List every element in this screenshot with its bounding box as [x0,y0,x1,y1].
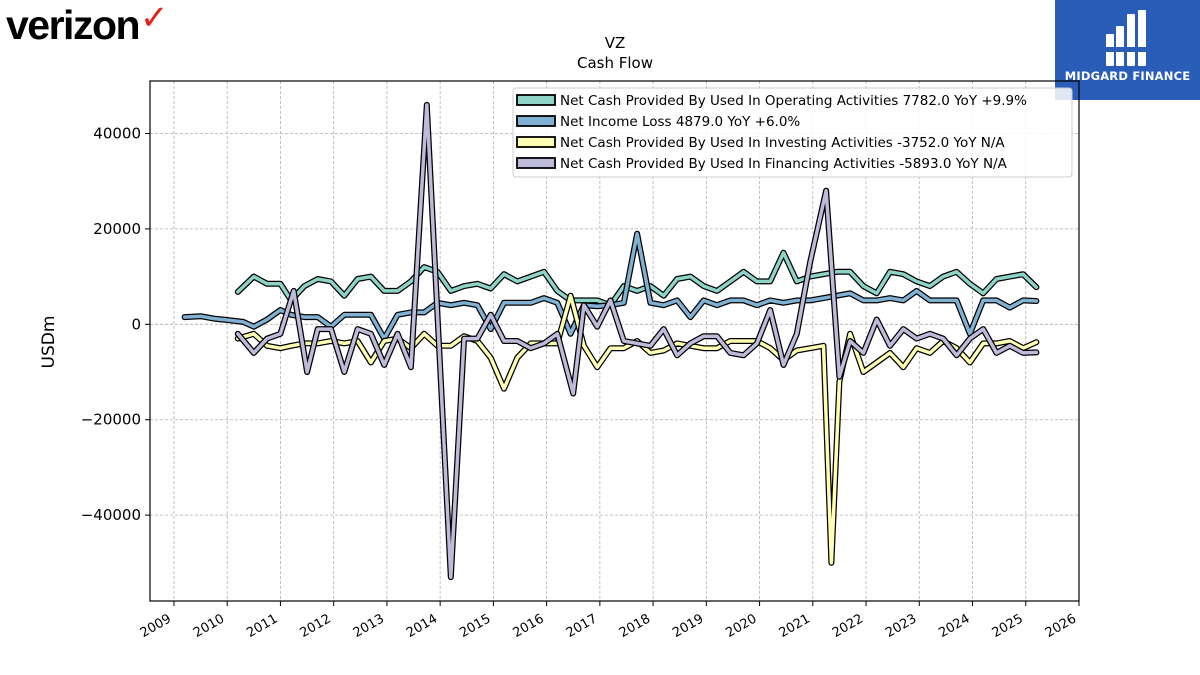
x-tick-label: 2014 [404,611,440,641]
legend-swatch [516,136,556,148]
x-tick-label: 2017 [564,611,600,641]
series-line-3 [234,101,1040,581]
series-line-0 [234,249,1040,309]
y-axis-label: USDm [39,316,59,369]
x-tick-label: 2012 [298,611,334,641]
legend-entry: Net Cash Provided By Used In Investing A… [560,135,1005,151]
x-tick-label: 2019 [670,611,706,641]
y-axis: −40000 −20000 0 20000 40000 [81,124,150,524]
verizon-wordmark: verizon [6,2,141,48]
series-stroke [236,250,1039,307]
x-tick-label: 2025 [990,611,1026,641]
x-tick-label: 2009 [138,611,174,641]
series-outline [181,230,1040,342]
verizon-logo: verizon✓ [6,0,169,49]
legend-swatch [516,157,556,169]
x-tick-label: 2022 [830,611,866,641]
x-tick-label: 2015 [457,611,493,641]
legend-swatch [516,115,556,127]
series-line-1 [181,230,1040,342]
chart-legend: Net Cash Provided By Used In Operating A… [512,87,1073,178]
series-stroke [236,103,1039,579]
legend-swatch [516,94,556,106]
x-tick-label: 2020 [723,611,759,641]
chart-subtitle: Cash Flow [577,54,653,72]
y-tick-label: 40000 [93,124,141,142]
x-tick-label: 2013 [351,611,387,641]
x-tick-label: 2021 [777,611,813,641]
y-tick-label: 0 [131,315,141,333]
legend-box [512,87,1073,178]
x-axis: 2009 2010 2011 2012 2013 2014 2015 2016 2017 2018… [138,601,1080,641]
x-tick-label: 2026 [1043,611,1079,641]
x-tick-label: 2024 [936,611,972,641]
midgard-finance-emblem-icon [1106,10,1146,66]
legend-entry: Net Cash Provided By Used In Operating A… [560,93,1027,109]
legend-entry: Net Income Loss 4879.0 YoY +6.0% [560,114,800,130]
series-stroke [182,231,1039,341]
plot-frame [149,80,1080,602]
midgard-finance-label: MIDGARD FINANCE [1064,69,1191,83]
x-tick-label: 2023 [883,611,919,641]
y-tick-label: −20000 [81,411,141,429]
chart-title: VZ [605,34,626,52]
y-tick-label: 20000 [93,220,141,238]
x-tick-label: 2011 [244,611,280,641]
midgard-finance-logo: MIDGARD FINANCE [1055,0,1200,100]
y-tick-label: −40000 [81,506,141,524]
x-tick-label: 2016 [510,611,546,641]
x-tick-label: 2018 [617,611,653,641]
x-tick-label: 2010 [191,611,227,641]
verizon-check-icon: ✓ [140,0,169,37]
legend-entry: Net Cash Provided By Used In Financing A… [560,156,1008,172]
chart-series [181,101,1040,581]
